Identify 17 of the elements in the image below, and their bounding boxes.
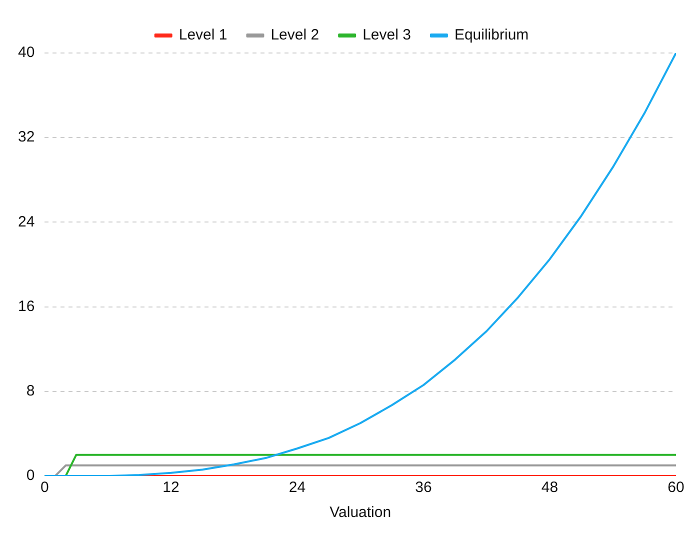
legend-label: Level 2 (270, 26, 320, 44)
y-tick-label: 16 (18, 298, 35, 315)
legend-label: Level 1 (178, 26, 228, 44)
x-tick-label: 60 (668, 479, 684, 496)
y-tick-label: 40 (18, 44, 35, 62)
y-tick-label: 8 (26, 382, 35, 400)
x-tick-label: 12 (162, 479, 180, 496)
x-tick-label: 24 (288, 479, 306, 496)
legend-label: Equilibrium (454, 26, 529, 44)
y-tick-label: 24 (18, 213, 35, 230)
x-tick-label: 0 (40, 479, 49, 496)
y-tick-label: 32 (18, 128, 35, 146)
x-tick-label: 48 (541, 479, 558, 496)
x-axis-title: Valuation (330, 504, 392, 522)
legend-label: Level 3 (362, 26, 411, 44)
y-tick-label: 0 (26, 467, 35, 484)
x-tick-label: 36 (415, 479, 432, 496)
